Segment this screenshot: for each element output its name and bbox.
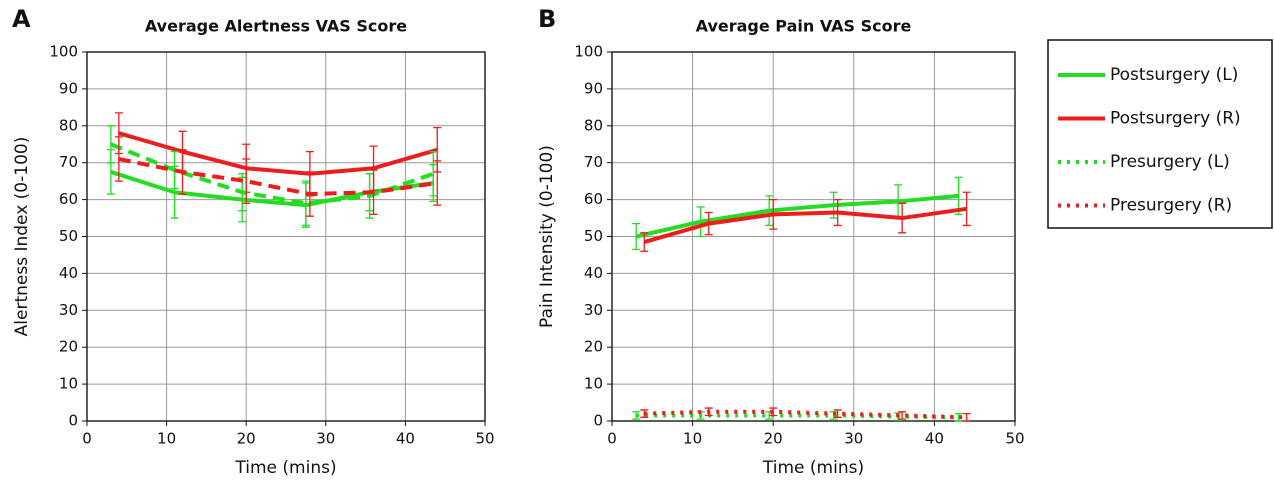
series-line [118,131,438,176]
y-tick-label: 70 [584,153,603,171]
series-line [110,170,434,208]
y-tick-label: 20 [59,338,78,356]
legend-label: Presurgery (R) [1110,196,1232,216]
y-tick-label: 50 [59,227,78,245]
x-tick-label: 40 [396,430,415,448]
y-tick-label: 0 [68,412,78,430]
x-tick-label: 30 [316,430,335,448]
legend-box [1047,39,1273,229]
error-bar [954,412,963,422]
error-bar [242,158,251,204]
error-bar [833,409,842,418]
error-bar [433,160,442,206]
x-tick-label: 0 [607,430,617,448]
y-tick-label: 0 [593,412,603,430]
y-tick-label: 10 [59,375,78,393]
x-tick-label: 10 [157,430,176,448]
chart-title: Average Pain VAS Score [696,17,912,36]
error-bar [898,411,907,420]
error-bar [301,180,310,227]
series-line [643,206,967,244]
series-line [636,413,959,420]
error-bar [429,150,438,197]
y-tick-label: 50 [584,227,603,245]
y-tick-label: 80 [584,116,603,134]
y-tick-label: 90 [584,79,603,97]
x-axis-label: Time (mins) [234,458,336,478]
legend-label: Postsurgery (L) [1110,65,1238,85]
y-tick-label: 40 [584,264,603,282]
x-tick-label: 10 [683,430,702,448]
x-tick-label: 0 [82,430,92,448]
y-axis-label: Alertness Index (0-100) [12,137,32,337]
plot-frame [86,51,486,422]
y-tick-label: 80 [59,116,78,134]
legend-label: Postsurgery (R) [1110,109,1241,129]
y-tick-label: 10 [584,375,603,393]
panel-label: A [12,5,31,33]
y-tick-label: 60 [59,190,78,208]
series-line [118,157,438,197]
plot-frame [611,51,1016,422]
y-tick-label: 60 [584,190,603,208]
x-axis-label: Time (mins) [762,458,864,478]
panel-label: B [538,5,556,33]
y-tick-label: 100 [49,43,78,61]
y-tick-label: 70 [59,153,78,171]
y-tick-label: 30 [59,301,78,319]
x-tick-label: 30 [844,430,863,448]
error-bar [962,412,971,422]
series-line [635,193,959,239]
chart-title: Average Alertness VAS Score [145,17,407,36]
y-axis-label: Pain Intensity (0-100) [537,145,557,328]
y-tick-label: 30 [584,301,603,319]
x-tick-label: 40 [925,430,944,448]
y-tick-label: 40 [59,264,78,282]
series-line [110,142,434,206]
x-tick-label: 50 [1005,430,1024,448]
x-tick-label: 20 [764,430,783,448]
x-tick-label: 50 [475,430,494,448]
y-tick-label: 20 [584,338,603,356]
legend-label: Presurgery (L) [1110,152,1230,172]
y-tick-label: 90 [59,79,78,97]
y-tick-label: 100 [574,43,603,61]
x-tick-label: 20 [237,430,256,448]
